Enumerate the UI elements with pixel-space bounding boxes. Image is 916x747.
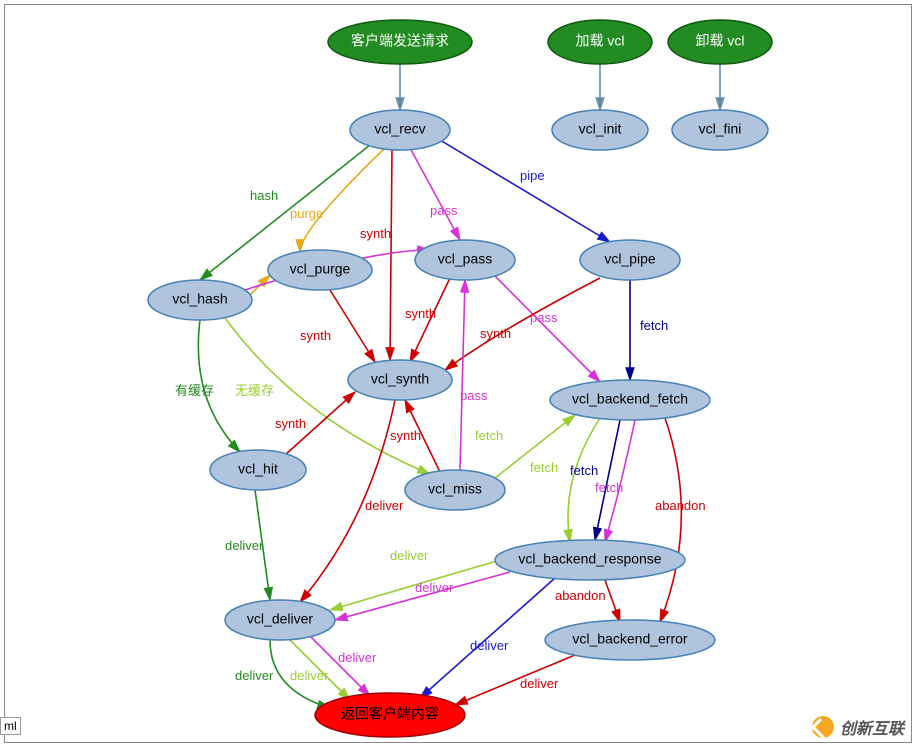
edge-vcl_deliver-return_client — [290, 640, 350, 700]
edge-label-vcl_hash-vcl_hit: 有缓存 — [175, 383, 214, 398]
edge-vcl_recv-vcl_purge — [300, 148, 385, 252]
edge-vcl_backend_response-vcl_backend_error — [605, 580, 620, 622]
node-vcl_init — [552, 110, 648, 150]
node-vcl_pass — [415, 240, 515, 280]
edge-label-vcl_purge-vcl_synth: synth — [300, 328, 331, 343]
edge-vcl_pipe-vcl_synth — [445, 278, 600, 370]
edge-label-vcl_miss-vcl_pass: pass — [460, 388, 488, 403]
edge-label-vcl_deliver-return_client: deliver — [235, 668, 274, 683]
node-vcl_deliver — [225, 600, 335, 640]
node-vcl_hash — [148, 280, 252, 320]
node-return_client — [315, 693, 465, 737]
edge-vcl_backend_fetch-vcl_backend_response — [605, 420, 635, 542]
node-vcl_pipe — [580, 240, 680, 280]
edge-vcl_backend_fetch-vcl_backend_error — [660, 418, 681, 622]
edge-vcl_miss-vcl_backend_fetch — [495, 415, 575, 478]
edge-label-vcl_backend_error-return_client: deliver — [520, 676, 559, 691]
node-vcl_recv — [350, 110, 450, 150]
edge-vcl_pass-vcl_synth — [410, 278, 450, 362]
edge-label-vcl_miss-vcl_backend_fetch: fetch — [475, 428, 503, 443]
edge-vcl_recv-vcl_pipe — [440, 140, 610, 242]
edge-label-vcl_hit-vcl_synth: synth — [275, 416, 306, 431]
edge-vcl_pass-vcl_backend_fetch — [495, 276, 600, 382]
watermark-text: 创新互联 — [840, 715, 904, 739]
edge-label-vcl_backend_response-vcl_deliver: deliver — [390, 548, 429, 563]
edge-vcl_hit-vcl_deliver — [255, 490, 270, 600]
edge-label-vcl_pass-vcl_backend_fetch: pass — [530, 310, 558, 325]
edge-label-vcl_recv-vcl_synth: synth — [360, 226, 391, 241]
edge-label-vcl_hash-vcl_miss: 无缓存 — [235, 383, 274, 398]
node-client_req — [328, 20, 472, 64]
node-unload_vcl — [668, 20, 772, 64]
node-vcl_purge — [268, 250, 372, 290]
watermark: 创新互联 — [812, 715, 904, 739]
edge-label-vcl_pipe-vcl_backend_fetch: fetch — [640, 318, 668, 333]
edge-vcl_backend_error-return_client — [455, 655, 575, 705]
node-vcl_backend_response — [495, 540, 685, 580]
edge-label-vcl_backend_response-vcl_backend_error: abandon — [555, 588, 606, 603]
flowchart-canvas: 客户端发送请求加载 vcl卸载 vclvcl_recvvcl_initvcl_f… — [0, 0, 916, 747]
edge-vcl_backend_response-vcl_deliver — [335, 572, 510, 620]
edge-vcl_backend_response-vcl_deliver — [330, 560, 500, 610]
corner-text: ml — [4, 719, 17, 733]
edge-label-vcl_miss-vcl_synth: synth — [390, 428, 421, 443]
edge-vcl_backend_fetch-vcl_backend_response — [595, 420, 620, 540]
edge-label-vcl_recv-vcl_pipe: pipe — [520, 168, 545, 183]
edge-vcl_backend_response-return_client — [420, 578, 555, 698]
edge-vcl_recv-vcl_synth — [390, 150, 392, 360]
edge-vcl_hit-vcl_synth — [285, 392, 355, 455]
edge-label-vcl_recv-vcl_hash: hash — [250, 188, 278, 203]
node-vcl_miss — [405, 470, 505, 510]
edge-label-vcl_deliver-return_client: deliver — [338, 650, 377, 665]
edge-vcl_backend_fetch-vcl_backend_response — [568, 418, 600, 542]
edge-vcl_miss-vcl_synth — [405, 400, 440, 472]
edge-label-vcl_deliver-return_client: deliver — [290, 668, 329, 683]
edge-vcl_recv-vcl_pass — [410, 148, 460, 240]
edge-label-vcl_synth-vcl_deliver: deliver — [365, 498, 404, 513]
edge-label-vcl_backend_response-return_client: deliver — [470, 638, 509, 653]
corner-tag: ml — [0, 717, 21, 735]
edge-label-vcl_hit-vcl_deliver: deliver — [225, 538, 264, 553]
node-vcl_hit — [210, 450, 306, 490]
edge-vcl_hash-vcl_hit — [198, 320, 240, 452]
edge-vcl_miss-vcl_pass — [460, 280, 465, 470]
edge-vcl_deliver-return_client — [310, 636, 370, 696]
node-vcl_synth — [348, 360, 452, 400]
edge-vcl_purge-vcl_synth — [330, 290, 375, 362]
watermark-logo-icon — [812, 716, 834, 738]
node-vcl_backend_fetch — [550, 380, 710, 420]
edge-label-vcl_pipe-vcl_synth: synth — [480, 326, 511, 341]
node-load_vcl — [548, 20, 652, 64]
edge-vcl_synth-vcl_deliver — [300, 400, 395, 602]
edge-label-vcl_backend_fetch-vcl_backend_response: fetch — [530, 460, 558, 475]
node-vcl_backend_error — [545, 620, 715, 660]
node-vcl_fini — [672, 110, 768, 150]
